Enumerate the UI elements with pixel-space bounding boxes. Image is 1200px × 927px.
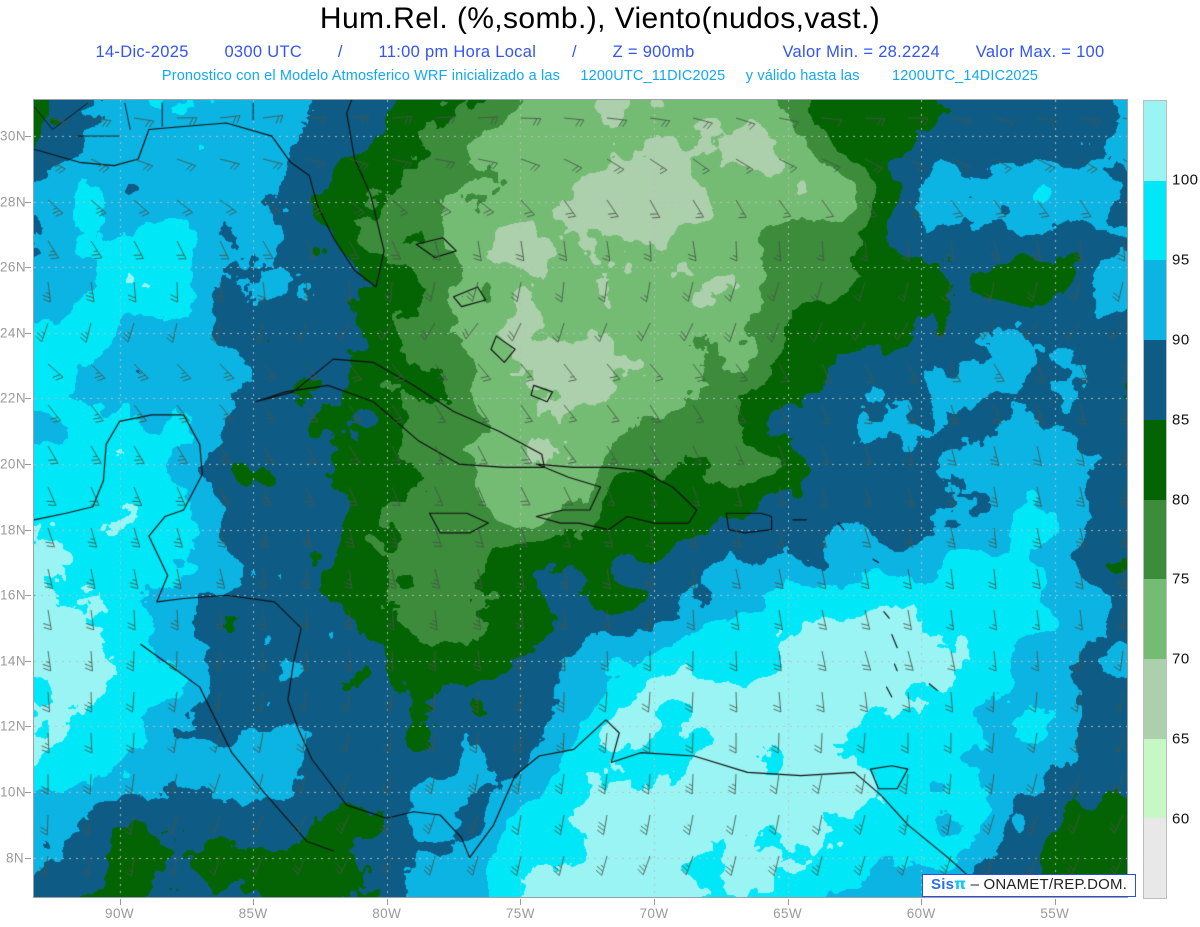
lon-tick [921,899,923,905]
description-init-time: 1200UTC_11DIC2025 [580,68,726,84]
lon-tick [253,899,255,905]
description-model-text: Pronostico con el Modelo Atmosferico WRF… [161,68,561,84]
lon-tick [520,899,522,905]
subtitle-utc: 0300 UTC [224,43,303,61]
credit-sis-text: Sis [931,876,955,893]
chart-header: Hum.Rel. (%,somb.), Viento(nudos,vast.) … [0,0,1200,95]
lon-axis-label: 60W [906,906,936,921]
subtitle-level: Z = 900mb [612,43,695,61]
lon-axis-label: 85W [238,906,268,921]
subtitle-local-time: 11:00 pm Hora Local [378,43,537,61]
colorbar-tick-label: 95 [1172,251,1190,269]
colorbar-tick-label: 90 [1172,331,1190,349]
colorbar-band [1144,419,1166,500]
colorbar-band [1144,738,1166,819]
colorbar [1143,100,1167,899]
page-title: Hum.Rel. (%,somb.), Viento(nudos,vast.) [319,2,881,35]
lat-tick [25,660,31,662]
colorbar-band [1144,818,1166,899]
lat-tick [25,464,31,466]
credit-separator: – [970,876,980,893]
subtitle-separator-1: / [337,43,343,61]
colorbar-band [1144,101,1166,181]
subtitle-value-min: Valor Min. = 28.2224 [782,43,940,61]
colorbar-band [1144,579,1166,659]
lat-tick [25,792,31,794]
credit-agency: ONAMET/REP.DOM. [983,876,1128,893]
lat-axis-label: 8N [5,850,24,866]
colorbar-tick-label: 70 [1172,650,1190,668]
lat-tick [25,529,31,531]
lat-tick [25,332,31,334]
lat-axis-label: 18N [0,522,26,538]
lat-axis-label: 12N [0,718,26,734]
lat-tick [25,398,31,400]
lat-axis-label: 14N [0,653,26,669]
lon-axis-label: 80W [372,906,402,921]
subtitle-separator-2: / [571,43,577,61]
colorbar-band [1144,499,1166,580]
lon-tick [1054,899,1056,905]
lat-axis-label: 26N [0,259,26,275]
chart-description: Pronostico con el Modelo Atmosferico WRF… [0,68,1200,84]
colorbar-tick-label: 75 [1172,570,1190,588]
colorbar-tick-label: 80 [1172,491,1190,508]
credit-watermark: Sisπ – ONAMET/REP.DOM. [922,874,1137,897]
colorbar-tick-label: 65 [1172,730,1190,748]
humidity-wind-map [34,100,1127,897]
credit-tt-icon: π [954,875,967,893]
lon-tick [386,899,388,905]
colorbar-tick-label: 100 [1172,171,1199,189]
lon-tick [119,899,121,905]
lat-tick [25,267,31,269]
lat-axis-label: 10N [0,784,26,800]
lat-axis-label: 30N [0,128,26,144]
lat-tick [25,136,31,138]
lon-tick [787,899,789,905]
lat-axis-label: 22N [0,390,26,406]
subtitle-date: 14-Dic-2025 [95,43,189,61]
lat-axis-label: 28N [0,194,26,210]
description-valid-text: y válido hasta las [745,68,860,84]
colorbar-band [1144,260,1166,341]
lat-axis-label: 16N [0,587,26,603]
colorbar-tick-label: 60 [1172,810,1190,828]
chart-subtitle: 14-Dic-2025 0300 UTC / 11:00 pm Hora Loc… [0,43,1200,62]
lat-axis-label: 20N [0,456,26,472]
lat-tick [25,857,31,859]
lon-axis-label: 65W [773,906,803,921]
weather-map-panel [33,99,1128,898]
lat-tick [25,595,31,597]
description-valid-time: 1200UTC_14DIC2025 [892,68,1039,84]
lat-tick [25,726,31,728]
lon-axis-label: 70W [639,906,669,921]
colorbar-band [1144,658,1166,739]
lon-axis-label: 55W [1040,906,1070,921]
lat-tick [25,201,31,203]
lon-axis-label: 90W [105,906,134,921]
lon-tick [653,899,655,905]
colorbar-band [1144,180,1166,261]
lat-axis-label: 24N [0,325,26,341]
colorbar-band [1144,340,1166,420]
subtitle-value-max: Valor Max. = 100 [975,43,1105,61]
colorbar-tick-label: 85 [1172,411,1190,429]
lon-axis-label: 75W [505,906,535,921]
